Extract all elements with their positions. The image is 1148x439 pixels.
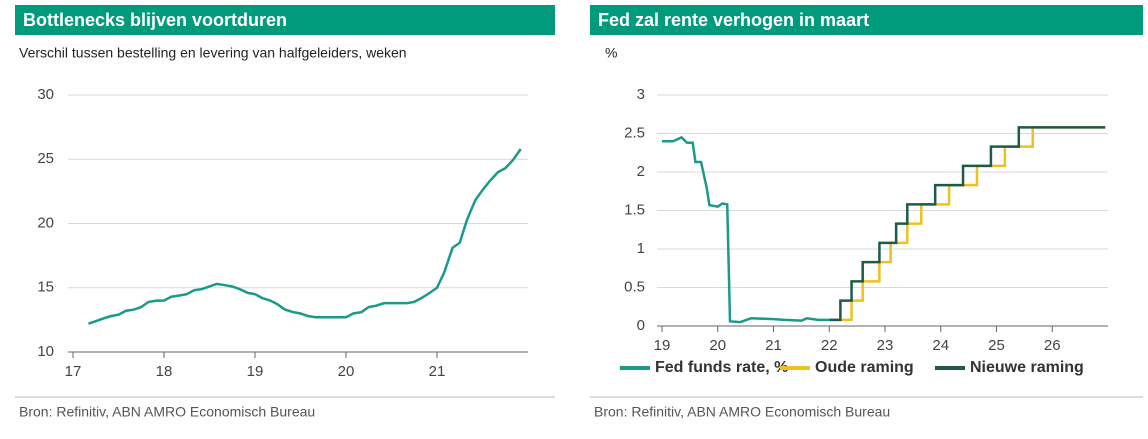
x-tick-label: 24 — [932, 337, 949, 354]
legend-label: Fed funds rate, % — [655, 359, 788, 376]
y-tick-label: 1.5 — [624, 201, 645, 218]
x-tick-label: 19 — [654, 337, 671, 354]
y-tick-label: 10 — [37, 343, 54, 360]
y-tick-label: 2 — [637, 163, 645, 180]
y-tick-label: 30 — [37, 86, 54, 103]
x-tick-label: 22 — [821, 337, 838, 354]
data-line — [829, 126, 1106, 322]
x-tick-label: 17 — [65, 363, 82, 380]
x-tick-label: 20 — [338, 363, 355, 380]
y-tick-label: 3 — [637, 86, 645, 103]
x-tick-label: 20 — [709, 337, 726, 354]
x-tick-label: 23 — [877, 337, 894, 354]
chart-title: Bottlenecks blijven voortduren — [23, 10, 287, 30]
legend-label: Oude raming — [815, 359, 914, 376]
chart-subtitle: Verschil tussen bestelling en levering v… — [19, 45, 407, 61]
source: Bron: Refinitiv, ABN AMRO Economisch Bur… — [594, 404, 890, 420]
y-tick-label: 25 — [37, 150, 54, 167]
x-tick-label: 26 — [1044, 337, 1061, 354]
x-tick-label: 21 — [765, 337, 782, 354]
y-tick-label: 2.5 — [624, 124, 645, 141]
chart-title: Fed zal rente verhogen in maart — [598, 10, 869, 30]
y-tick-label: 0 — [637, 317, 645, 334]
x-tick-label: 18 — [156, 363, 173, 380]
legend-label: Nieuwe raming — [970, 359, 1084, 376]
y-tick-label: 0.5 — [624, 278, 645, 295]
y-tick-label: 15 — [37, 279, 54, 296]
source: Bron: Refinitiv, ABN AMRO Economisch Bur… — [19, 404, 315, 420]
y-axis-label: % — [605, 45, 617, 61]
header-bar — [590, 5, 1143, 35]
y-tick-label: 20 — [37, 214, 54, 231]
x-tick-label: 19 — [247, 363, 264, 380]
x-tick-label: 25 — [988, 337, 1005, 354]
data-line — [829, 126, 1106, 322]
data-line — [88, 148, 522, 325]
y-tick-label: 1 — [637, 240, 645, 257]
data-line — [662, 135, 830, 324]
header-bar — [15, 5, 555, 35]
x-tick-label: 21 — [429, 363, 446, 380]
